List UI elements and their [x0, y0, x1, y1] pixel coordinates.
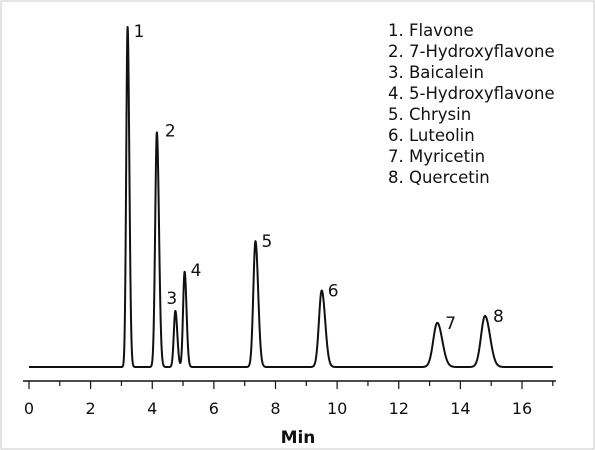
x-tick-label: 0	[24, 399, 34, 418]
peak-label-7: 7	[445, 314, 456, 334]
peak-label-6: 6	[328, 282, 339, 302]
x-axis-label: Min	[281, 428, 316, 448]
legend-item: 8. Quercetin	[388, 168, 490, 187]
x-tick-label: 12	[389, 399, 409, 418]
legend-item: 1. Flavone	[388, 21, 474, 40]
peak-label-5: 5	[261, 232, 272, 252]
x-tick-label: 4	[147, 399, 157, 418]
peak-label-3: 3	[166, 289, 177, 309]
x-tick-label: 10	[327, 399, 347, 418]
peak-label-4: 4	[191, 261, 202, 281]
peak-label-8: 8	[493, 307, 504, 327]
x-tick-label: 14	[450, 399, 470, 418]
legend: 1. Flavone 2. 7-Hydroxyflavone 3. Baicalei…	[388, 21, 555, 187]
legend-item: 2. 7-Hydroxyflavone	[388, 42, 555, 61]
legend-item: 4. 5-Hydroxyflavone	[388, 84, 555, 103]
x-axis: 0 2 4 6 8 10 12 14 16	[23, 380, 556, 418]
x-tick-label: 2	[86, 399, 96, 418]
peak-label-1: 1	[134, 22, 145, 42]
x-tick-label: 6	[209, 399, 219, 418]
peak-label-2: 2	[165, 121, 176, 141]
x-tick-label: 8	[270, 399, 280, 418]
peak-labels: 1 2 34 5 6 7 8	[134, 22, 504, 334]
legend-item: 6. Luteolin	[388, 126, 475, 145]
legend-item: 5. Chrysin	[388, 105, 471, 124]
chromatogram-trace	[28, 26, 554, 368]
x-tick-label: 16	[512, 399, 532, 418]
legend-item: 3. Baicalein	[388, 63, 484, 82]
legend-item: 7. Myricetin	[388, 147, 485, 166]
